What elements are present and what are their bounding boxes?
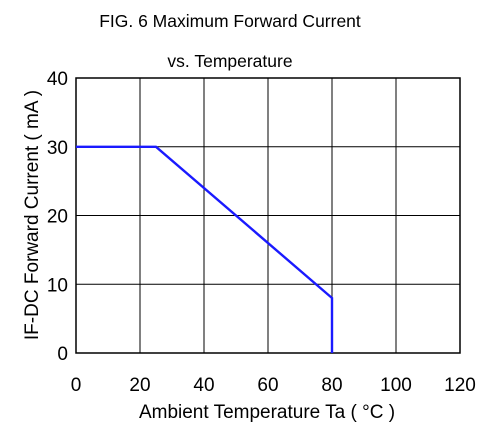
y-tick-label-0: 0 [57, 344, 68, 365]
series-line-0 [76, 145, 334, 353]
x-tick-label-60: 60 [257, 375, 278, 396]
plot-frame [75, 77, 461, 354]
series-layer [76, 145, 334, 353]
x-tick-label-120: 120 [444, 375, 476, 396]
y-tick-label-40: 40 [47, 69, 68, 90]
x-tick-label-0: 0 [71, 375, 82, 396]
chart-title-line-2: vs. Temperature [167, 51, 292, 71]
plot-border [75, 77, 461, 354]
chart-title: FIG. 6 Maximum Forward Current vs. Tempe… [99, 11, 361, 71]
y-tick-labels: 0 10 20 30 40 [47, 69, 68, 365]
y-axis-label: IF-DC Forward Current ( mA ) [22, 90, 43, 340]
x-tick-label-100: 100 [380, 375, 412, 396]
x-tick-label-80: 80 [321, 375, 342, 396]
y-tick-label-10: 10 [47, 275, 68, 296]
chart-title-line-1: FIG. 6 Maximum Forward Current [99, 11, 361, 31]
y-tick-label-20: 20 [47, 207, 68, 228]
grid-lines [75, 77, 461, 354]
x-tick-labels: 0 20 40 60 80 100 120 [71, 375, 476, 396]
x-tick-label-20: 20 [129, 375, 150, 396]
x-axis-label: Ambient Temperature Ta ( °C ) [139, 402, 395, 423]
y-tick-label-30: 30 [47, 138, 68, 159]
x-tick-label-40: 40 [193, 375, 214, 396]
